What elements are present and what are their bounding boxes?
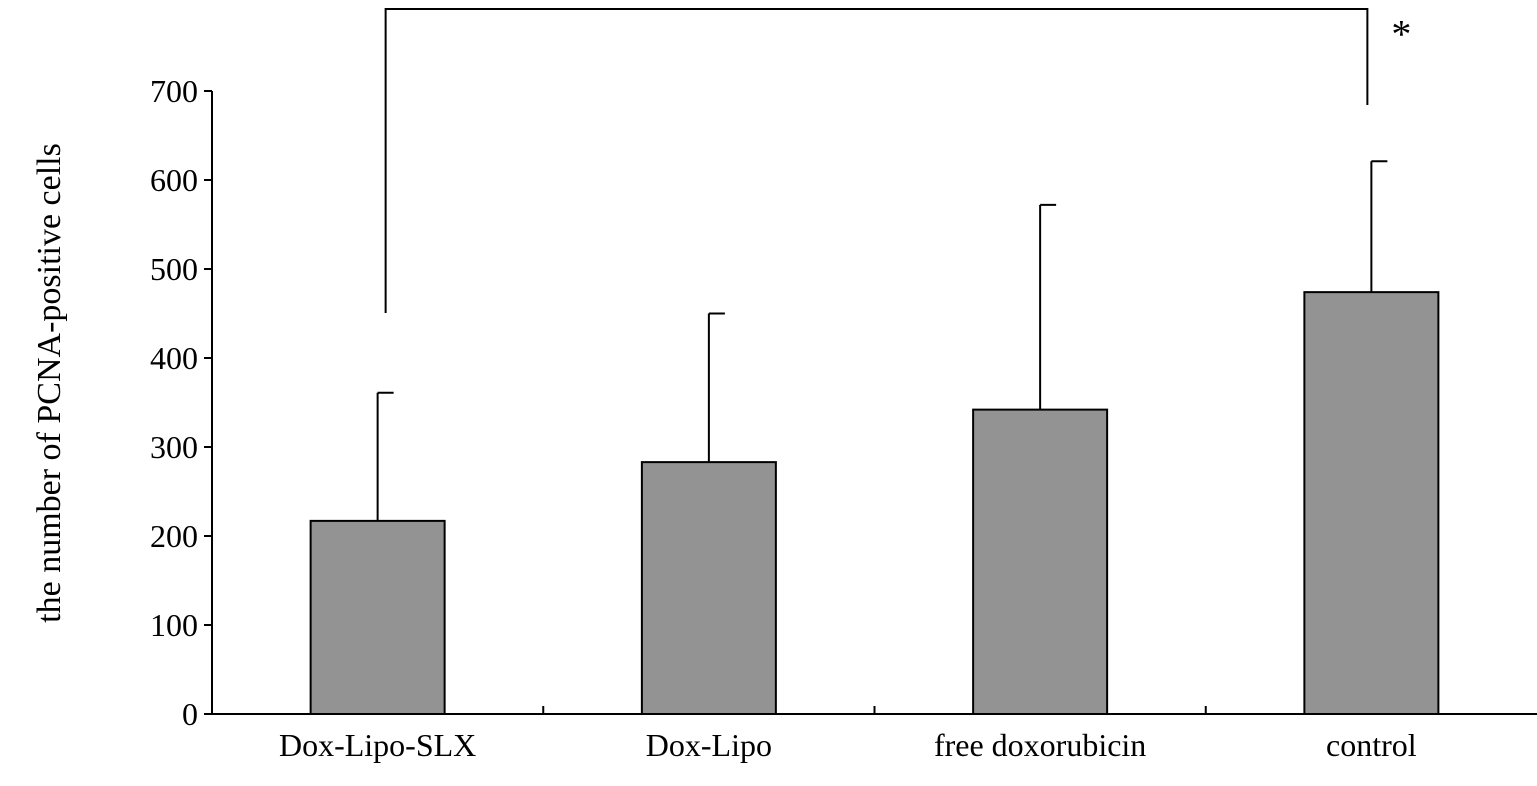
x-tick-label: Dox-Lipo xyxy=(646,727,772,763)
bar-free-doxorubicin xyxy=(972,408,1109,715)
significance-marker: * xyxy=(1391,12,1411,57)
y-tick-label: 400 xyxy=(150,340,198,376)
y-tick-label: 700 xyxy=(150,73,198,109)
y-tick-label: 600 xyxy=(150,162,198,198)
y-tick-label: 300 xyxy=(150,429,198,465)
y-tick-label: 100 xyxy=(150,607,198,643)
y-tick-label: 0 xyxy=(182,696,198,732)
bar-dox-lipo-slx xyxy=(309,519,446,715)
x-tick-label: control xyxy=(1326,727,1417,763)
bar-control xyxy=(1303,291,1440,715)
x-tick-label: Dox-Lipo-SLX xyxy=(279,727,476,763)
y-tick-label: 500 xyxy=(150,251,198,287)
y-tick-label: 200 xyxy=(150,518,198,554)
bar-dox-lipo xyxy=(640,461,777,715)
x-tick-label: free doxorubicin xyxy=(934,727,1146,763)
significance-bracket xyxy=(384,8,1369,313)
y-axis-label: the number of PCNA-positive cells xyxy=(31,143,68,623)
